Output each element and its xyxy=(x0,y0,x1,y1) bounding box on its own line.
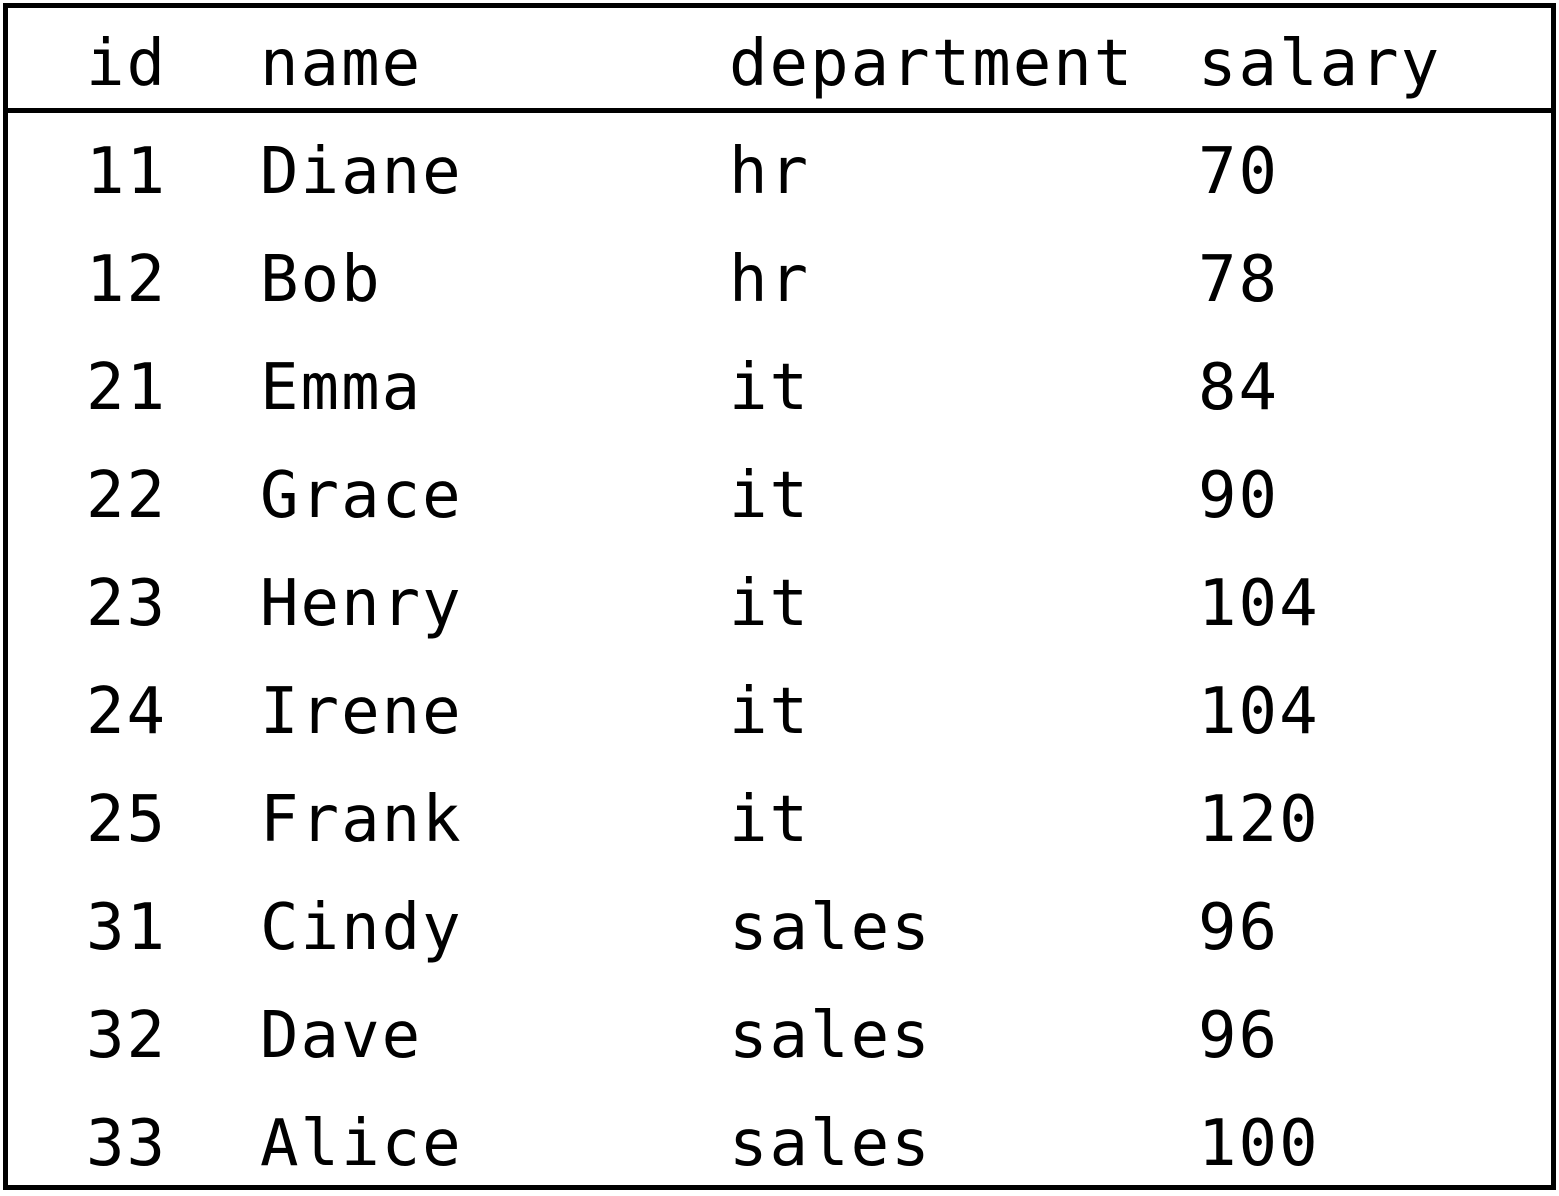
cell-salary: 96 xyxy=(1198,999,1280,1073)
cell-name: Cindy xyxy=(260,891,463,965)
cell-id: 33 xyxy=(86,1107,168,1181)
data-table: id name department salary 11 Diane hr 70 12 B… xyxy=(3,3,1556,1190)
cell-id: 12 xyxy=(86,243,168,317)
cell-id: 11 xyxy=(86,135,168,209)
table-row: 24 Irene it 104 xyxy=(8,656,1551,764)
cell-salary: 104 xyxy=(1198,567,1320,641)
cell-department: hr xyxy=(729,243,811,317)
cell-department: it xyxy=(729,783,811,857)
cell-department: it xyxy=(729,459,811,533)
cell-department: it xyxy=(729,351,811,425)
table-row: 23 Henry it 104 xyxy=(8,548,1551,656)
cell-department: it xyxy=(729,567,811,641)
cell-name: Emma xyxy=(260,351,423,425)
column-header-name: name xyxy=(260,27,423,101)
cell-name: Dave xyxy=(260,999,423,1073)
cell-id: 31 xyxy=(86,891,168,965)
cell-department: sales xyxy=(729,999,932,1073)
table-row: 12 Bob hr 78 xyxy=(8,224,1551,332)
column-header-department: department xyxy=(729,27,1135,101)
cell-name: Bob xyxy=(260,243,382,317)
table-row: 31 Cindy sales 96 xyxy=(8,872,1551,980)
table-row: 25 Frank it 120 xyxy=(8,764,1551,872)
cell-id: 32 xyxy=(86,999,168,1073)
table-header: id name department salary xyxy=(8,8,1551,113)
cell-salary: 70 xyxy=(1198,135,1280,209)
column-header-salary: salary xyxy=(1198,27,1442,101)
cell-name: Grace xyxy=(260,459,463,533)
cell-salary: 84 xyxy=(1198,351,1280,425)
cell-id: 23 xyxy=(86,567,168,641)
cell-name: Henry xyxy=(260,567,463,641)
cell-name: Diane xyxy=(260,135,463,209)
cell-id: 21 xyxy=(86,351,168,425)
cell-department: sales xyxy=(729,891,932,965)
cell-id: 22 xyxy=(86,459,168,533)
cell-name: Alice xyxy=(260,1107,463,1181)
table-row: 32 Dave sales 96 xyxy=(8,980,1551,1088)
cell-salary: 90 xyxy=(1198,459,1280,533)
cell-id: 24 xyxy=(86,675,168,749)
cell-salary: 96 xyxy=(1198,891,1280,965)
table-row: 33 Alice sales 100 xyxy=(8,1088,1551,1196)
cell-salary: 104 xyxy=(1198,675,1320,749)
cell-salary: 78 xyxy=(1198,243,1280,317)
cell-salary: 120 xyxy=(1198,783,1320,857)
table-row: 11 Diane hr 70 xyxy=(8,116,1551,224)
cell-name: Irene xyxy=(260,675,463,749)
cell-name: Frank xyxy=(260,783,463,857)
column-header-id: id xyxy=(86,27,168,101)
cell-id: 25 xyxy=(86,783,168,857)
table-row: 22 Grace it 90 xyxy=(8,440,1551,548)
cell-department: sales xyxy=(729,1107,932,1181)
cell-department: hr xyxy=(729,135,811,209)
cell-salary: 100 xyxy=(1198,1107,1320,1181)
cell-department: it xyxy=(729,675,811,749)
table-row: 21 Emma it 84 xyxy=(8,332,1551,440)
